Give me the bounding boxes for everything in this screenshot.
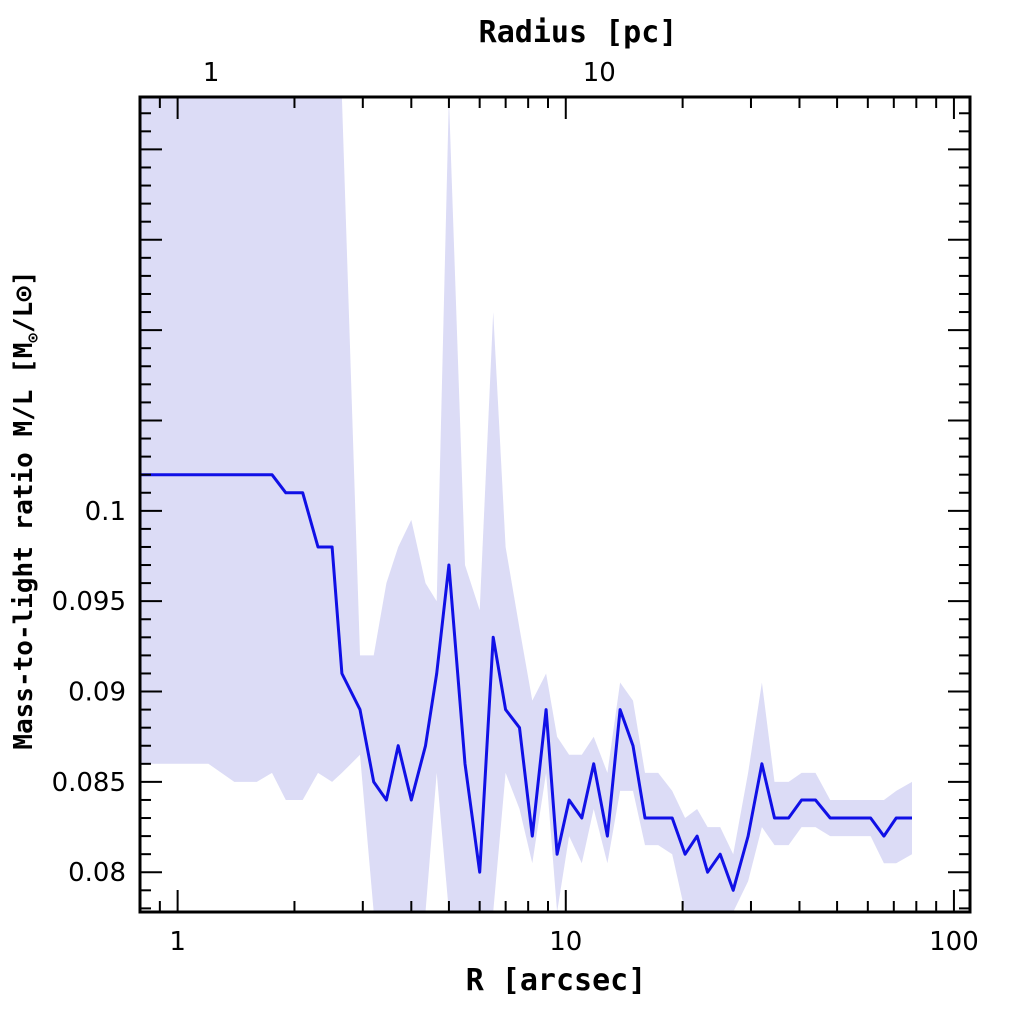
top-tick-label: 1 <box>203 58 220 88</box>
tick-label-layer: 1 10 100 0.08 0.085 0.09 0.095 0.1 1 10 <box>52 58 979 957</box>
y-tick-label: 0.1 <box>85 497 126 527</box>
series-line-layer <box>140 473 912 892</box>
x-tick-label: 100 <box>929 927 979 957</box>
y-tick-label: 0.09 <box>68 678 126 708</box>
y-tick-label: 0.08 <box>68 858 126 888</box>
top-axis-title: Radius [pc] <box>479 15 678 50</box>
x-tick-label: 1 <box>169 927 186 957</box>
plot-frame <box>138 95 972 914</box>
y-axis-title-divider: /L <box>9 302 39 333</box>
tick-layer <box>139 97 970 912</box>
x-axis-title: R [arcsec] <box>466 963 647 998</box>
sun-symbol: ⊙ <box>9 286 39 302</box>
uncertainty-band-layer <box>140 97 912 912</box>
y-axis-title: Mass-to-light ratio M/L [M⊙/L⊙] <box>9 270 42 749</box>
x-tick-label: 10 <box>549 927 582 957</box>
y-axis-title-close: ] <box>9 270 39 286</box>
top-tick-label: 10 <box>583 58 616 88</box>
uncertainty-band <box>140 97 912 912</box>
y-tick-label: 0.095 <box>52 587 126 617</box>
sun-symbol-subscript: ⊙ <box>23 333 42 343</box>
y-tick-label: 0.085 <box>52 768 126 798</box>
y-axis-title-main: Mass-to-light ratio M/L [M <box>9 343 39 750</box>
series-line <box>140 473 912 892</box>
